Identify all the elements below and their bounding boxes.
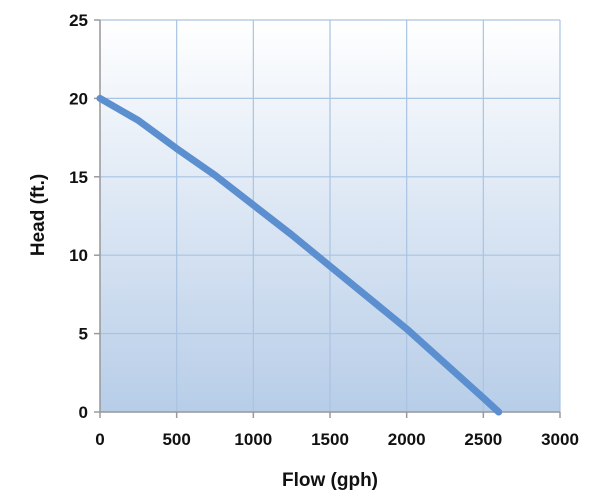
x-axis-title: Flow (gph)	[282, 470, 378, 491]
x-tick-label: 2000	[388, 430, 426, 449]
y-tick-label: 20	[69, 89, 88, 108]
x-tick-label: 3000	[541, 430, 579, 449]
y-tick-label: 25	[69, 11, 88, 30]
x-tick-label: 1000	[234, 430, 272, 449]
y-axis-title: Head (ft.)	[28, 174, 49, 256]
y-tick-label: 15	[69, 168, 88, 187]
x-tick-label: 1500	[311, 430, 349, 449]
y-tick-label: 0	[79, 403, 88, 422]
series-line-0	[96, 94, 503, 416]
x-tick-labels: 0 500 1000 1500 2000 2500 3000	[95, 430, 579, 449]
y-tick-labels: 0 5 10 15 20 25	[69, 11, 88, 422]
series-layer	[96, 94, 503, 416]
y-tick-label: 10	[69, 246, 88, 265]
y-tick-label: 5	[79, 325, 88, 344]
x-tick-label: 0	[95, 430, 104, 449]
x-tick-label: 500	[162, 430, 190, 449]
x-tick-label: 2500	[464, 430, 502, 449]
